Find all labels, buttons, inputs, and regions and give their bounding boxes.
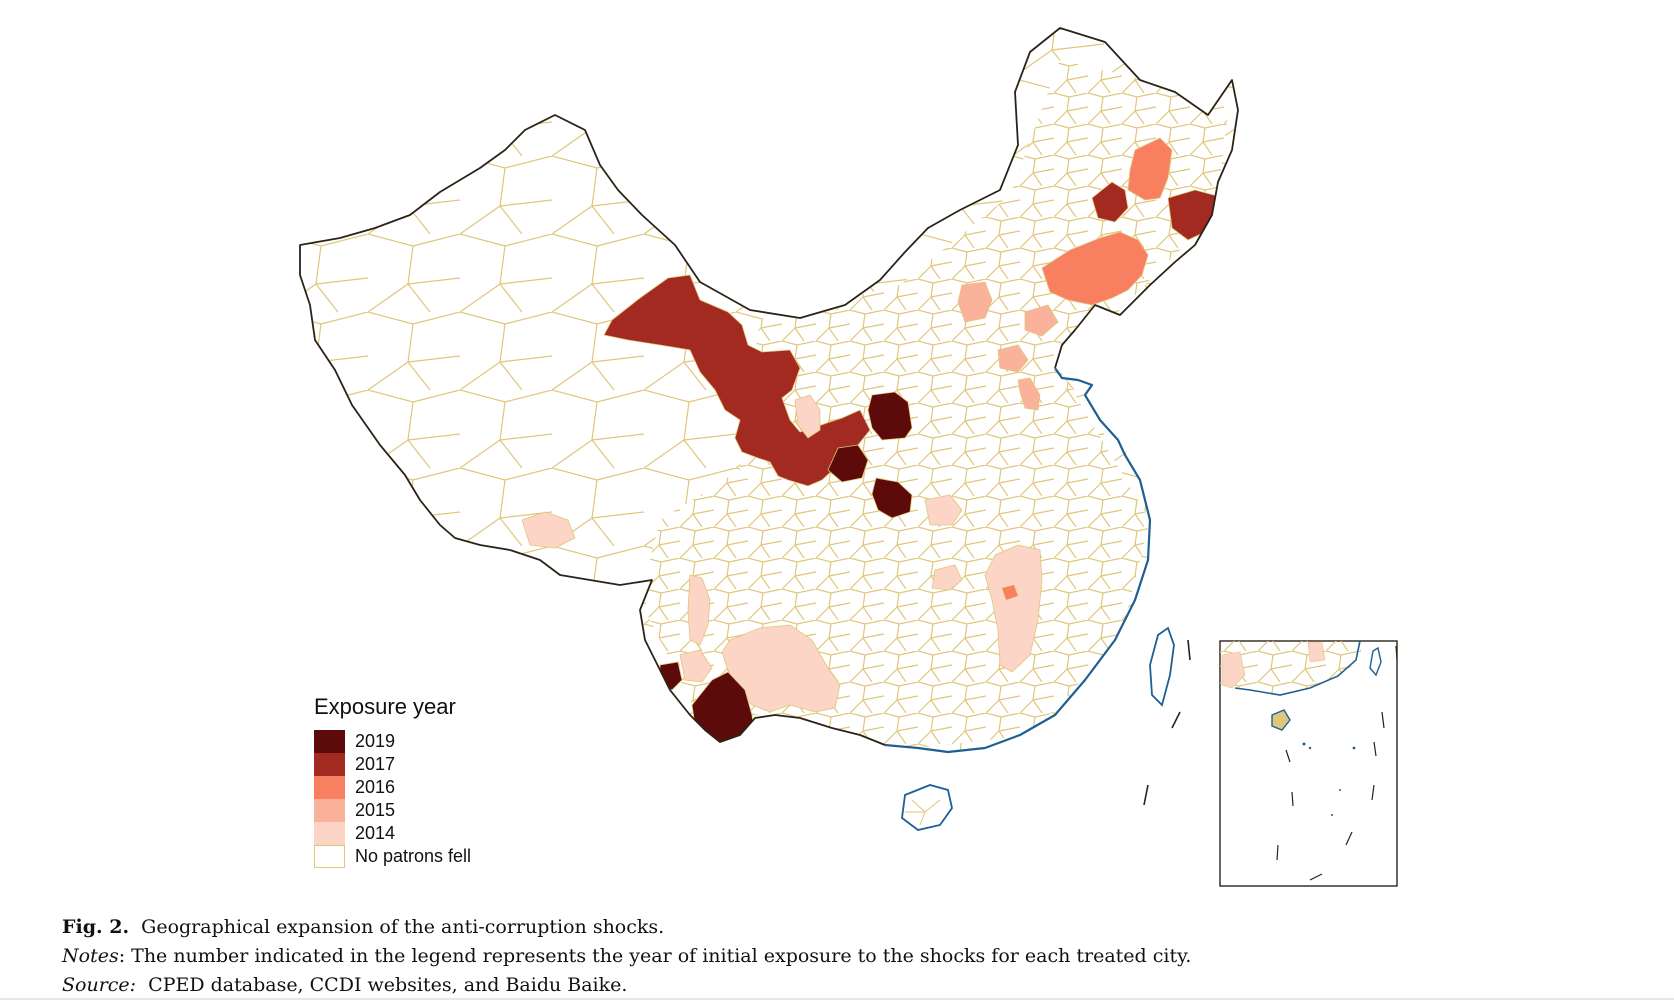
region-2014-hunan-jiangxi — [984, 544, 1043, 673]
notes-label: Notes — [62, 945, 119, 967]
legend-item: 2015 — [314, 799, 471, 822]
inset-dashes — [1276, 645, 1397, 881]
region-2014-henan — [924, 494, 963, 526]
legend-label: 2016 — [355, 777, 396, 797]
inset-region-2014 — [1221, 651, 1246, 689]
region-2014-sichuan — [687, 574, 711, 646]
region-2015-gansu — [794, 394, 821, 439]
legend-swatch — [314, 799, 345, 822]
legend-swatch — [314, 753, 345, 776]
region-2015-shandong — [1017, 377, 1041, 411]
legend: Exposure year 2019 2017 2016 2015 2014 No pat… — [314, 694, 471, 868]
hainan-island — [901, 784, 953, 831]
treated-cities — [521, 137, 1226, 752]
inset-taiwan — [1369, 646, 1382, 677]
figure-caption: Fig. 2. Geographical expansion of the an… — [62, 913, 1191, 1000]
legend-item: 2019 — [314, 730, 471, 753]
page-bottom-rule — [0, 998, 1674, 1000]
region-2016-liaoning-jilin — [1041, 231, 1149, 306]
legend-swatch — [314, 845, 345, 868]
national-border — [299, 27, 1239, 746]
inset-islands — [1302, 742, 1356, 816]
inset-hainan — [1271, 709, 1291, 731]
coastline — [884, 367, 1152, 754]
hainan-cities — [905, 799, 941, 826]
source-label: Source: — [62, 974, 137, 996]
region-2015-hebei — [997, 344, 1029, 373]
region-2014-hubei — [931, 564, 963, 591]
caption-line-title: Fig. 2. Geographical expansion of the an… — [62, 913, 1191, 942]
figure-label: Fig. 2. — [62, 916, 130, 938]
legend-swatch — [314, 822, 345, 845]
legend-swatch — [314, 730, 345, 753]
caption-line-source: Source: CPED database, CCDI websites, an… — [62, 971, 1191, 1000]
region-2016-northeast — [1127, 137, 1173, 201]
legend-label: 2019 — [355, 731, 396, 751]
legend-label: 2014 — [355, 823, 396, 843]
inset-coastline — [1234, 641, 1361, 696]
figure-title: Geographical expansion of the anti-corru… — [141, 916, 665, 938]
source-text: CPED database, CCDI websites, and Baidu … — [148, 974, 628, 996]
notes-text: : The number indicated in the legend rep… — [118, 945, 1192, 967]
legend-label: No patrons fell — [355, 846, 472, 866]
legend-title: Exposure year — [314, 694, 456, 719]
legend-swatch — [314, 776, 345, 799]
region-2014-yunnan-west — [679, 649, 713, 683]
region-2015-north — [957, 281, 993, 323]
legend-item: No patrons fell — [314, 845, 471, 868]
legend-item: 2017 — [314, 753, 471, 776]
region-2017-northeast-west — [1091, 181, 1129, 223]
inset-region-2014-east — [1307, 641, 1326, 663]
region-2014-tibet — [521, 511, 576, 549]
legend-items: 2019 2017 2016 2015 2014 No patrons fell — [314, 730, 471, 868]
legend-item: 2014 — [314, 822, 471, 845]
taiwan-island — [1149, 626, 1175, 707]
inset-mainland — [1220, 641, 1362, 695]
region-2015-beijing — [1024, 304, 1059, 337]
region-2019-central — [871, 477, 913, 519]
inset-south-china-sea — [1220, 641, 1397, 881]
sea-boundary-dashes — [1143, 639, 1191, 806]
region-2019-north-shaanxi — [867, 391, 913, 441]
region-2016-hunan — [1001, 584, 1019, 601]
legend-label: 2017 — [355, 754, 396, 774]
region-2019-south-shaanxi — [827, 444, 869, 483]
caption-line-notes: Notes: The number indicated in the legen… — [62, 942, 1191, 971]
legend-item: 2016 — [314, 776, 471, 799]
legend-label: 2015 — [355, 800, 396, 820]
